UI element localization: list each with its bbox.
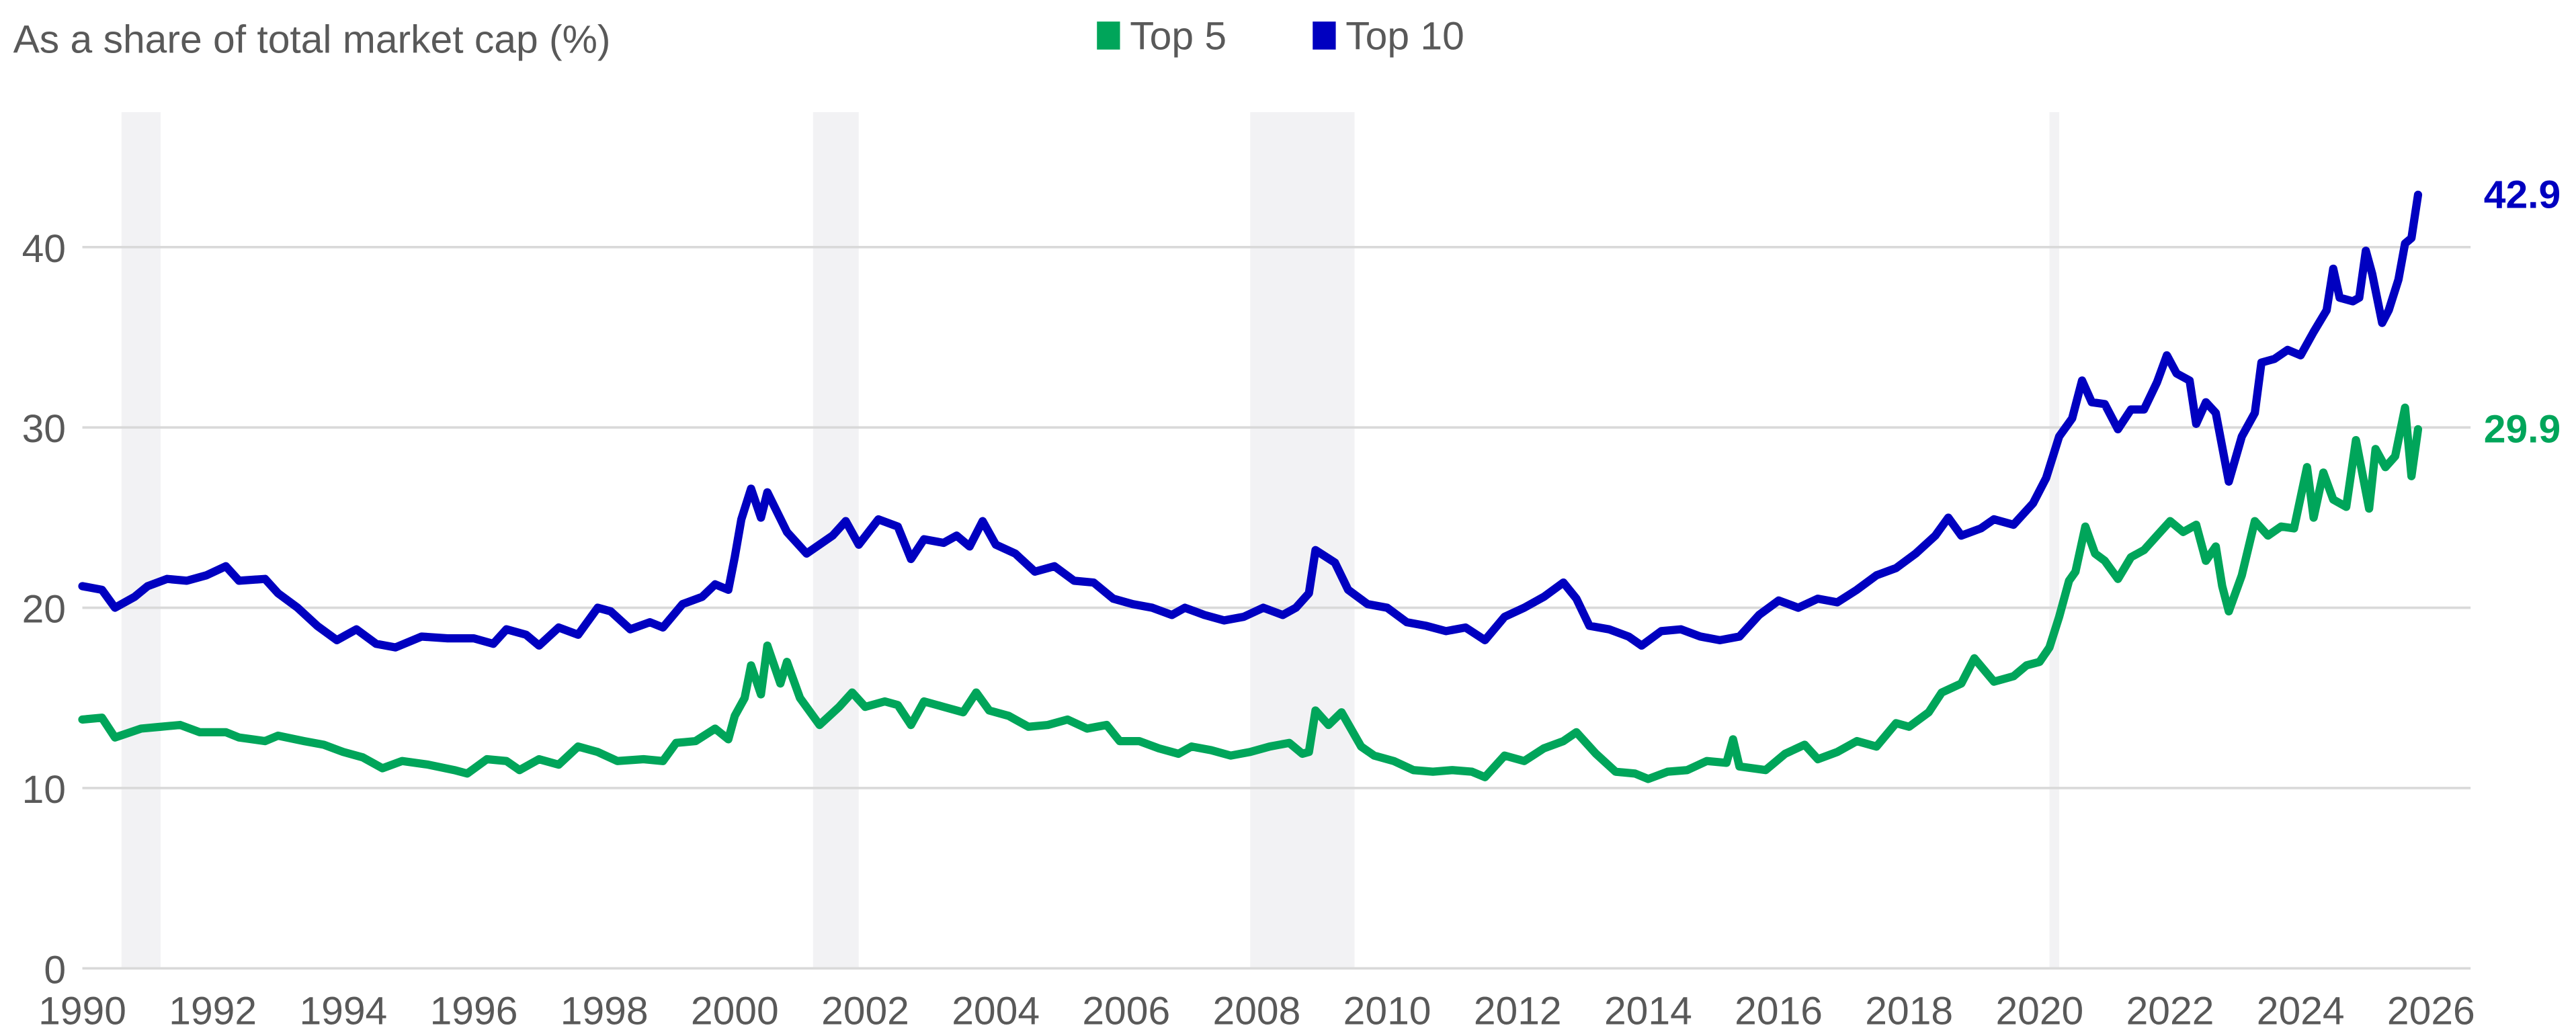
x-tick-label: 2010: [1343, 990, 1431, 1033]
series-line-top10: [78, 190, 2423, 652]
x-tick-label: 2022: [2126, 990, 2214, 1033]
legend-swatch-top10: [1313, 21, 1336, 50]
y-tick-label: 30: [22, 407, 66, 451]
x-tick-label: 1998: [560, 990, 649, 1033]
y-tick-label: 20: [22, 588, 66, 632]
recession-band: [121, 112, 161, 969]
legend-label-top10: Top 10: [1345, 15, 1464, 58]
x-tick-label: 2002: [821, 990, 909, 1033]
end-label-top5: 29.9: [2484, 407, 2561, 451]
x-tick-label: 2006: [1082, 990, 1170, 1033]
y-axis: 0 10 20 30 40: [22, 227, 66, 992]
x-tick-label: 2024: [2257, 990, 2345, 1033]
recession-shading: [121, 112, 2060, 969]
x-tick-label: 1996: [430, 990, 518, 1033]
end-label-top10: 42.9: [2484, 173, 2561, 217]
x-tick-label: 2012: [1474, 990, 1562, 1033]
x-tick-label: 1992: [169, 990, 257, 1033]
series-lines: [78, 190, 2423, 783]
x-tick-label: 2016: [1735, 990, 1823, 1033]
x-tick-label: 2026: [2387, 990, 2475, 1033]
chart-title: As a share of total market cap (%): [13, 18, 611, 62]
series-line-top5: [78, 403, 2423, 783]
recession-band: [2049, 112, 2060, 969]
y-tick-label: 40: [22, 227, 66, 271]
x-tick-label: 1990: [38, 990, 126, 1033]
x-tick-label: 2018: [1865, 990, 1953, 1033]
x-tick-label: 2014: [1604, 990, 1692, 1033]
x-tick-label: 2008: [1213, 990, 1301, 1033]
gridlines: [82, 246, 2471, 970]
x-axis: 1990 1992 1994 1996 1998 2000 2002 2004 2006 2008…: [38, 990, 2475, 1033]
x-tick-label: 1994: [299, 990, 387, 1033]
recession-band: [1250, 112, 1355, 969]
x-tick-label: 2000: [691, 990, 779, 1033]
legend-label-top5: Top 5: [1130, 15, 1227, 58]
y-tick-label: 10: [22, 768, 66, 812]
x-tick-label: 2004: [952, 990, 1040, 1033]
x-tick-label: 2020: [1995, 990, 2083, 1033]
legend-swatch-top5: [1097, 21, 1120, 50]
y-tick-label: 0: [44, 948, 66, 992]
legend: Top 5 Top 10: [1097, 15, 1464, 58]
